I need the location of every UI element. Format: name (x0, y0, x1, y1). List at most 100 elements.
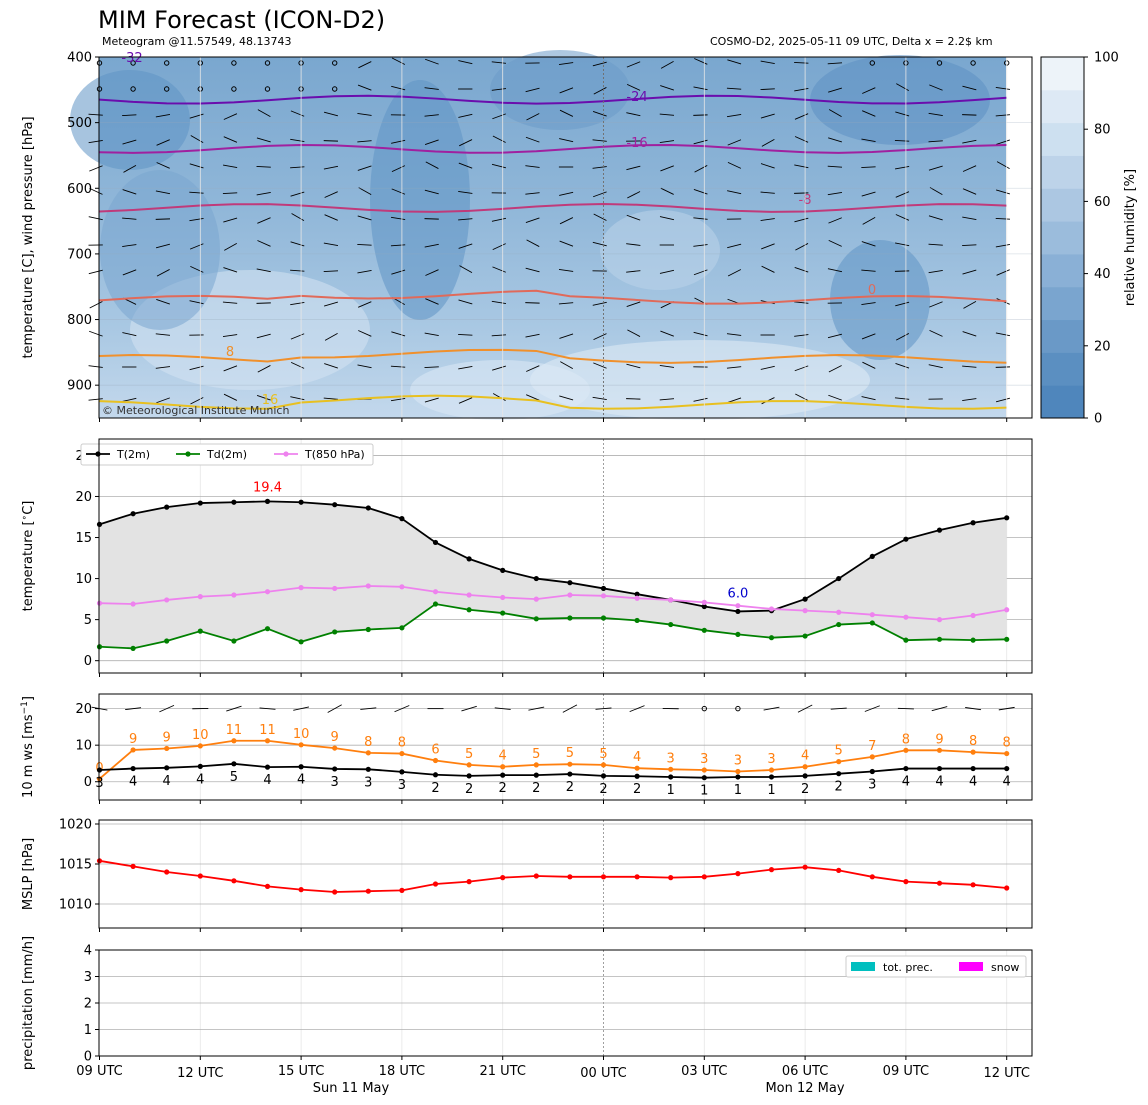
wind-barb (324, 333, 338, 341)
legend-box (80, 443, 374, 466)
wind-barb (459, 265, 473, 273)
series-point (533, 575, 539, 582)
wind-barb (491, 61, 507, 64)
legend-label-Td(2m): Td(2m) (206, 448, 247, 461)
wind-barb (323, 242, 339, 247)
wind-barb (125, 707, 142, 711)
wind-barb (256, 165, 271, 168)
wind-barb (560, 361, 574, 369)
colorbar-segment (1041, 385, 1084, 419)
mslp-line (99, 859, 1007, 893)
wind-barb (559, 395, 574, 401)
isotherm-label: -16 (626, 136, 647, 151)
wind-value-label: 4 (263, 773, 271, 788)
wind-barb (223, 113, 238, 120)
wind-barb (491, 217, 507, 222)
isotherm-line (99, 94, 1007, 105)
series-point (802, 773, 808, 779)
humidity-blob (410, 360, 590, 420)
wind-value-label: 10 (192, 728, 209, 743)
series-point (634, 591, 640, 597)
wind-value-label: 5 (835, 744, 843, 759)
series-point (1004, 636, 1010, 642)
mslp-point (231, 878, 237, 884)
wind-barb (290, 302, 305, 306)
y-tick-label: 1015 (59, 858, 92, 873)
wind-barb (259, 707, 276, 710)
wind-barb (995, 332, 1011, 337)
series-point (500, 764, 506, 770)
wind-barb (727, 59, 742, 65)
wind-value-label: 9 (935, 732, 943, 747)
wind-barb (458, 113, 473, 118)
wind-barb (360, 707, 377, 710)
wind-barb (760, 191, 775, 194)
mslp-frame (98, 819, 1033, 929)
wind-value-label: 8 (364, 735, 372, 750)
wind-value-label: 4 (969, 775, 977, 790)
series-point (231, 638, 237, 644)
wind-value-label: 11 (226, 723, 243, 738)
colorbar-segment (1041, 221, 1084, 255)
wind-barb (794, 136, 809, 143)
series-point (500, 610, 506, 616)
wind-barb (155, 190, 171, 195)
precipitation-frame (98, 949, 1033, 1057)
wind-barb (894, 397, 910, 400)
dewpoint-spread-area (99, 501, 1007, 649)
wind-barb (323, 397, 339, 400)
wind-barb (760, 60, 775, 65)
series-point (365, 583, 371, 589)
wind-barb (760, 163, 775, 169)
wind-barb (323, 270, 339, 273)
series-point (903, 536, 909, 542)
wind-barb (559, 191, 574, 196)
wind-barb (760, 88, 775, 91)
series-point (298, 764, 304, 770)
wind-barb (693, 331, 708, 337)
wind-barb (558, 269, 574, 272)
series-point (970, 612, 976, 619)
wind-barb (391, 57, 406, 65)
wind-barb-calm (231, 86, 237, 92)
wind-barb (88, 398, 103, 401)
wind-barb (491, 334, 507, 337)
wind-barb (290, 333, 305, 340)
wind-barb (593, 213, 607, 221)
subtitle-location: Meteogram @11.57549, 48.13743 (102, 35, 292, 48)
series-point (836, 759, 842, 765)
wind-barb (458, 243, 473, 249)
series-point (231, 761, 237, 767)
wind-barb (526, 365, 540, 372)
y-tick-label: 1010 (59, 898, 92, 913)
wind-barb-calm (936, 60, 943, 66)
colorbar-label: relative humidity [%] (1123, 169, 1138, 306)
wind-value-label: 5 (566, 746, 574, 761)
series-point (903, 765, 909, 772)
series-point (533, 772, 539, 778)
wind-barb (155, 113, 171, 118)
wind-barb-calm (701, 705, 707, 712)
colorbar-tick-label: 20 (1094, 339, 1111, 354)
wind-barb (895, 191, 910, 198)
wind-barb (155, 243, 171, 249)
wind-barb (995, 243, 1011, 248)
series-point (332, 629, 338, 635)
series-point (735, 603, 741, 609)
mslp-point (802, 864, 808, 870)
series-point (768, 606, 775, 612)
wind-barb (558, 302, 574, 305)
wind-barb (592, 396, 607, 400)
series-point (836, 609, 842, 615)
wind-barb (727, 139, 742, 146)
wind-value-label: 3 (364, 775, 372, 790)
mslp-point (936, 880, 943, 886)
wind-barb (159, 704, 175, 713)
wind-barb (626, 112, 641, 117)
wind-barb (626, 83, 641, 91)
wind-barb (928, 364, 943, 369)
subtitle-model: COSMO-D2, 2025-05-11 09 UTC, Delta x = 2… (710, 35, 993, 48)
wind-barb (424, 243, 439, 248)
wind-barb (996, 189, 1010, 195)
wind-barb (962, 216, 977, 221)
